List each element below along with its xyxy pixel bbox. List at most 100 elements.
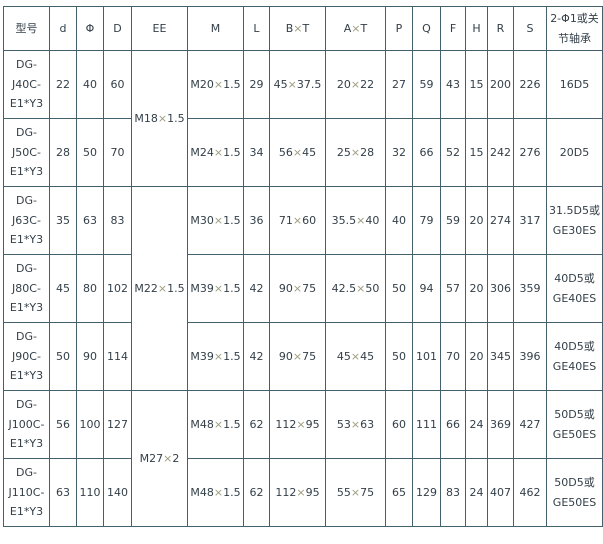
- model-cell: DG-J50C-E1*Y3: [3, 118, 50, 187]
- cell-D: 83: [103, 186, 132, 255]
- cell-P: 40: [385, 186, 413, 255]
- col-header-model: 型号: [3, 6, 50, 51]
- cell-bearing: 20D5: [546, 118, 603, 187]
- times-symbol: ×: [213, 417, 224, 431]
- cell-L: 42: [243, 254, 270, 323]
- times-symbol: ×: [213, 77, 224, 91]
- times-symbol: ×: [356, 281, 366, 295]
- col-header-D: D: [103, 6, 132, 51]
- cell-P: 50: [385, 322, 413, 391]
- times-symbol: ×: [287, 77, 297, 91]
- header-row: 型号 d Φ D EE M L B×T A×T P Q F H R S 2-Φ1…: [3, 6, 603, 51]
- cell-d: 35: [49, 186, 77, 255]
- cell-Q: 129: [412, 458, 441, 527]
- times-symbol: ×: [157, 111, 168, 125]
- cell-bearing: 40D5或GE40ES: [546, 254, 603, 323]
- cell-d: 45: [49, 254, 77, 323]
- col-header-R: R: [487, 6, 514, 51]
- times-symbol: ×: [350, 145, 361, 159]
- cell-BxT: 90×75: [269, 322, 326, 391]
- cell-Q: 101: [412, 322, 441, 391]
- cell-S: 226: [513, 50, 547, 119]
- cell-phi: 90: [76, 322, 104, 391]
- cell-R: 200: [487, 50, 514, 119]
- cell-L: 34: [243, 118, 270, 187]
- cell-H: 20: [465, 254, 488, 323]
- cell-M: M20×1.5: [187, 50, 244, 119]
- col-header-phi: Φ: [76, 6, 104, 51]
- cell-D: 70: [103, 118, 132, 187]
- cell-L: 36: [243, 186, 270, 255]
- cell-D: 114: [103, 322, 132, 391]
- cell-M: M48×1.5: [187, 458, 244, 527]
- cell-BxT: 56×45: [269, 118, 326, 187]
- cell-R: 242: [487, 118, 514, 187]
- times-symbol: ×: [292, 349, 303, 363]
- cell-bearing: 40D5或GE40ES: [546, 322, 603, 391]
- cell-AxT: 45×45: [325, 322, 386, 391]
- table-row-j50c: DG-J50C-E1*Y3 28 50 70 M24×1.5 34 56×45 …: [3, 118, 603, 187]
- col-header-BxT: B×T: [269, 6, 326, 51]
- cell-EE-merged: M18×1.5: [131, 50, 188, 187]
- times-symbol: ×: [351, 21, 361, 35]
- cell-S: 276: [513, 118, 547, 187]
- table-header: 型号 d Φ D EE M L B×T A×T P Q F H R S 2-Φ1…: [3, 6, 603, 51]
- cell-L: 62: [243, 390, 270, 459]
- times-symbol: ×: [350, 417, 361, 431]
- times-symbol: ×: [350, 349, 361, 363]
- times-symbol: ×: [213, 281, 224, 295]
- table-row-j40c: DG-J40C-E1*Y3 22 40 60 M18×1.5 M20×1.5 2…: [3, 50, 603, 187]
- cell-D: 127: [103, 390, 132, 459]
- cell-BxT: 112×95: [269, 458, 326, 527]
- times-symbol: ×: [292, 281, 303, 295]
- page: 型号 d Φ D EE M L B×T A×T P Q F H R S 2-Φ1…: [3, 6, 603, 527]
- table-row-j90c: DG-J90C-E1*Y3 50 90 114 M39×1.5 42 90×75…: [3, 322, 603, 391]
- cell-d: 56: [49, 390, 77, 459]
- cell-H: 20: [465, 322, 488, 391]
- times-symbol: ×: [350, 485, 361, 499]
- spec-table: 型号 d Φ D EE M L B×T A×T P Q F H R S 2-Φ1…: [3, 6, 603, 527]
- cell-Q: 94: [412, 254, 441, 323]
- cell-d: 22: [49, 50, 77, 119]
- cell-P: 60: [385, 390, 413, 459]
- cell-F: 57: [440, 254, 466, 323]
- cell-AxT: 25×28: [325, 118, 386, 187]
- times-symbol: ×: [213, 485, 224, 499]
- cell-H: 20: [465, 186, 488, 255]
- col-header-AxT: A×T: [325, 6, 386, 51]
- col-header-d: d: [49, 6, 77, 51]
- model-cell: DG-J80C-E1*Y3: [3, 254, 50, 323]
- cell-AxT: 55×75: [325, 458, 386, 527]
- cell-AxT: 20×22: [325, 50, 386, 119]
- cell-AxT: 35.5×40: [325, 186, 386, 255]
- cell-Q: 111: [412, 390, 441, 459]
- times-symbol: ×: [356, 213, 366, 227]
- cell-BxT: 71×60: [269, 186, 326, 255]
- cell-Q: 79: [412, 186, 441, 255]
- cell-H: 15: [465, 118, 488, 187]
- times-symbol: ×: [163, 451, 173, 465]
- table-row-j80c: DG-J80C-E1*Y3 45 80 102 M39×1.5 42 90×75…: [3, 254, 603, 323]
- cell-M: M39×1.5: [187, 322, 244, 391]
- times-symbol: ×: [292, 145, 303, 159]
- cell-H: 24: [465, 458, 488, 527]
- cell-M: M39×1.5: [187, 254, 244, 323]
- cell-M: M30×1.5: [187, 186, 244, 255]
- cell-P: 27: [385, 50, 413, 119]
- col-header-F: F: [440, 6, 466, 51]
- cell-AxT: 53×63: [325, 390, 386, 459]
- model-cell: DG-J100C-E1*Y3: [3, 390, 50, 459]
- cell-phi: 63: [76, 186, 104, 255]
- cell-D: 140: [103, 458, 132, 527]
- cell-F: 66: [440, 390, 466, 459]
- table-body: DG-J40C-E1*Y3 22 40 60 M18×1.5 M20×1.5 2…: [3, 50, 603, 527]
- model-cell: DG-J40C-E1*Y3: [3, 50, 50, 119]
- model-cell: DG-J110C-E1*Y3: [3, 458, 50, 527]
- col-header-L: L: [243, 6, 270, 51]
- cell-S: 462: [513, 458, 547, 527]
- cell-EE-merged: M22×1.5: [131, 186, 188, 391]
- times-symbol: ×: [213, 349, 224, 363]
- model-cell: DG-J90C-E1*Y3: [3, 322, 50, 391]
- cell-F: 83: [440, 458, 466, 527]
- cell-BxT: 45×37.5: [269, 50, 326, 119]
